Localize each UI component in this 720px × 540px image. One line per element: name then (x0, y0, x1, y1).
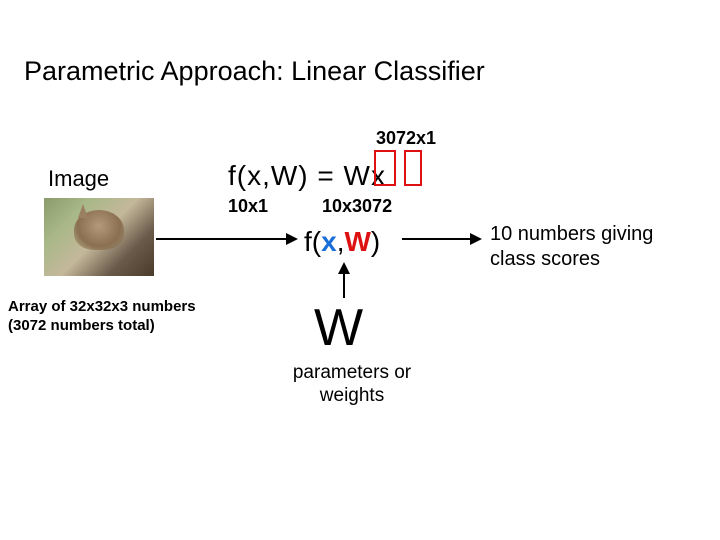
fxw-x: x (321, 226, 337, 257)
fxw-pre: f( (304, 226, 321, 257)
arrow-w-to-function (343, 264, 345, 298)
fxw-post: ) (371, 226, 380, 257)
array-label-line1: Array of 32x32x3 numbers (8, 298, 196, 315)
dimension-input: 3072x1 (376, 128, 436, 149)
fxw-w: W (344, 226, 370, 257)
equation-main: f(x,W) = Wx (228, 160, 386, 192)
image-label: Image (48, 166, 109, 192)
scores-line2: class scores (490, 248, 600, 270)
highlight-box-x (404, 150, 422, 186)
dimension-weights: 10x3072 (322, 196, 392, 217)
scores-line1: 10 numbers giving (490, 223, 653, 245)
slide-title: Parametric Approach: Linear Classifier (24, 56, 485, 87)
class-scores-label: 10 numbers giving class scores (490, 222, 653, 272)
array-dimensions-label: Array of 32x32x3 numbers (3072 numbers t… (8, 298, 196, 336)
weights-symbol: W (314, 298, 363, 358)
arrow-image-to-function (156, 238, 296, 240)
array-label-line2: (3072 numbers total) (8, 317, 155, 334)
weights-caption: parameters or weights (282, 362, 422, 408)
example-image (44, 198, 154, 276)
dimension-output: 10x1 (228, 196, 268, 217)
function-expression: f(x,W) (304, 226, 380, 258)
arrow-function-to-scores (402, 238, 480, 240)
